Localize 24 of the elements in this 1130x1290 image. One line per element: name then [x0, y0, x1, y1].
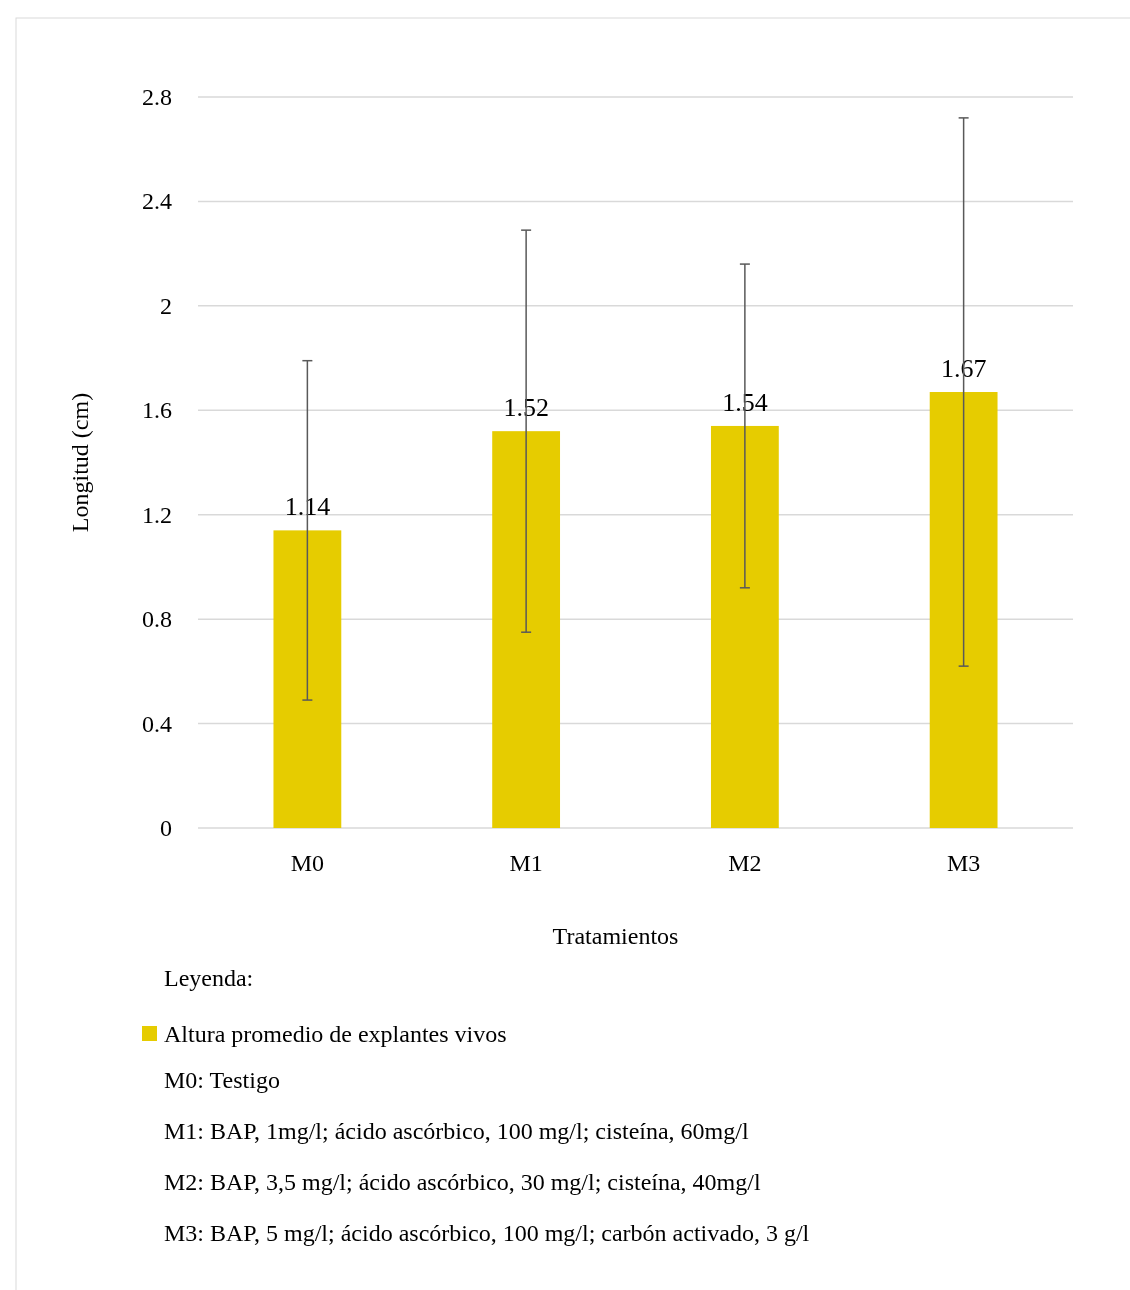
bar [710, 425, 779, 828]
text: M1: BAP, 1mg/l; ácido ascórbico, 100 mg/l; cisteína, 60mg/l [164, 1118, 749, 1144]
x-tick-label: M2 [728, 850, 762, 876]
bar [492, 431, 561, 828]
y-tick-label: 2.8 [142, 84, 172, 110]
y-tick-label: 1.6 [142, 397, 172, 424]
text: M0: Testigo [164, 1067, 280, 1093]
y-tick-label: 1.2 [142, 501, 172, 528]
y-axis-title: Longitud (cm) [67, 392, 93, 533]
y-tick-label: 0.8 [142, 606, 172, 633]
y-tick-label: 2 [160, 292, 172, 319]
text: M3: BAP, 5 mg/l; ácido ascórbico, 100 mg/l; carbón activado, 3 g/l [164, 1220, 810, 1246]
legend-title: Leyenda: [164, 965, 254, 991]
y-tick-label: 0 [160, 815, 172, 841]
bar [929, 392, 998, 828]
x-tick-label: M1 [509, 850, 543, 876]
bar [273, 530, 342, 828]
legend-label: Altura promedio de explantes vivos [164, 1021, 507, 1047]
y-tick-label: 0.4 [142, 710, 172, 737]
x-tick-label: M3 [946, 850, 981, 876]
x-axis-title: Tratamientos [552, 923, 679, 949]
y-tick-label: 2.4 [142, 188, 172, 215]
x-tick-label: M0 [290, 850, 325, 876]
text: M2: BAP, 3,5 mg/l; ácido ascórbico, 30 mg/l; cisteína, 40mg/l [164, 1169, 761, 1195]
